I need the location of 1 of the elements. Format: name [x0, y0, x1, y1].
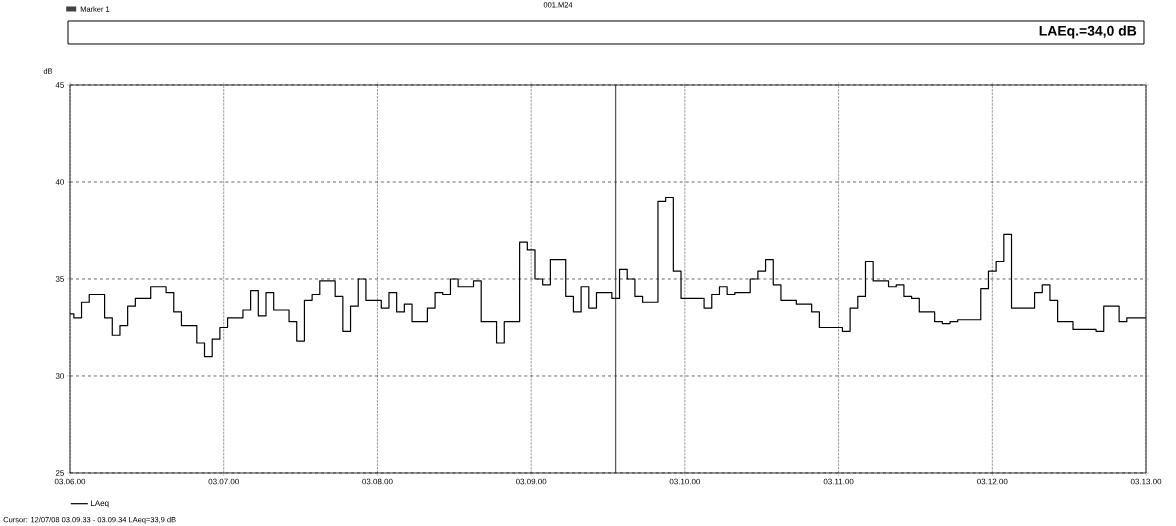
text: LAEq.=34,0 dB: [1039, 25, 1137, 39]
